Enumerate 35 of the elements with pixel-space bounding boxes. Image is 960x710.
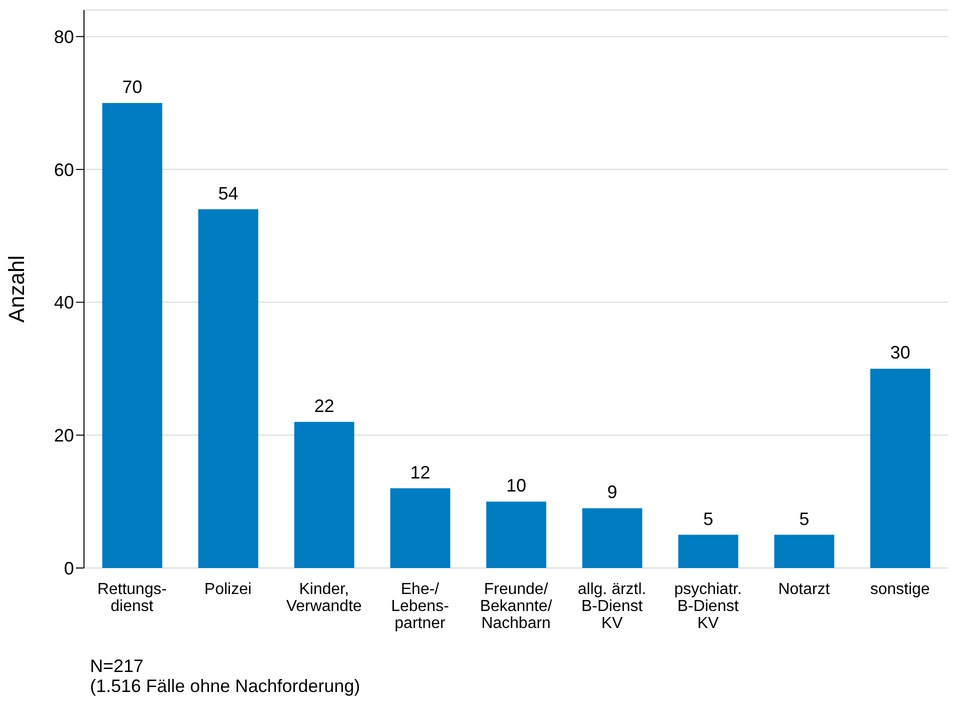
bar bbox=[294, 422, 354, 568]
data-label: 12 bbox=[410, 462, 430, 482]
y-tick-label: 20 bbox=[54, 426, 74, 446]
data-label: 30 bbox=[890, 342, 910, 363]
x-tick-label: Rettungs- dienst bbox=[97, 581, 167, 615]
data-label: 54 bbox=[218, 183, 238, 204]
data-label: 10 bbox=[506, 476, 526, 496]
y-tick-label: 40 bbox=[54, 292, 74, 313]
data-label: 5 bbox=[703, 508, 714, 529]
bar bbox=[870, 368, 930, 568]
text: (1.516 Fälle ohne Nachforderung) bbox=[90, 676, 360, 696]
bar bbox=[486, 502, 546, 568]
data-label: 9 bbox=[607, 482, 618, 502]
bar bbox=[774, 534, 834, 568]
y-tick-label: 0 bbox=[64, 558, 74, 578]
x-tick-label: psychiatr. B-Dienst KV bbox=[674, 581, 742, 632]
y-axis-title: Anzahl bbox=[4, 255, 29, 323]
bar bbox=[390, 488, 450, 568]
bar bbox=[102, 103, 162, 568]
y-tick-label: 60 bbox=[54, 160, 74, 180]
text: N=217 bbox=[90, 656, 145, 676]
data-label: 5 bbox=[799, 508, 810, 529]
data-label: 70 bbox=[122, 77, 142, 97]
bar bbox=[582, 508, 642, 568]
bar bbox=[678, 534, 738, 568]
x-tick-label: allg. ärztl. B-Dienst KV bbox=[578, 581, 646, 632]
x-tick-label: Notarzt bbox=[778, 581, 830, 598]
x-tick-label: Kinder, Verwandte bbox=[286, 581, 362, 615]
x-tick-label: Freunde/ Bekannte/ Nachbarn bbox=[480, 581, 553, 632]
x-tick-label: sonstige bbox=[870, 581, 930, 598]
data-label: 22 bbox=[314, 396, 334, 416]
x-tick-label: Ehe-/ Lebens- partner bbox=[391, 581, 449, 632]
bar bbox=[198, 209, 258, 568]
y-tick-label: 80 bbox=[54, 26, 74, 47]
x-tick-label: Polizei bbox=[204, 581, 252, 598]
